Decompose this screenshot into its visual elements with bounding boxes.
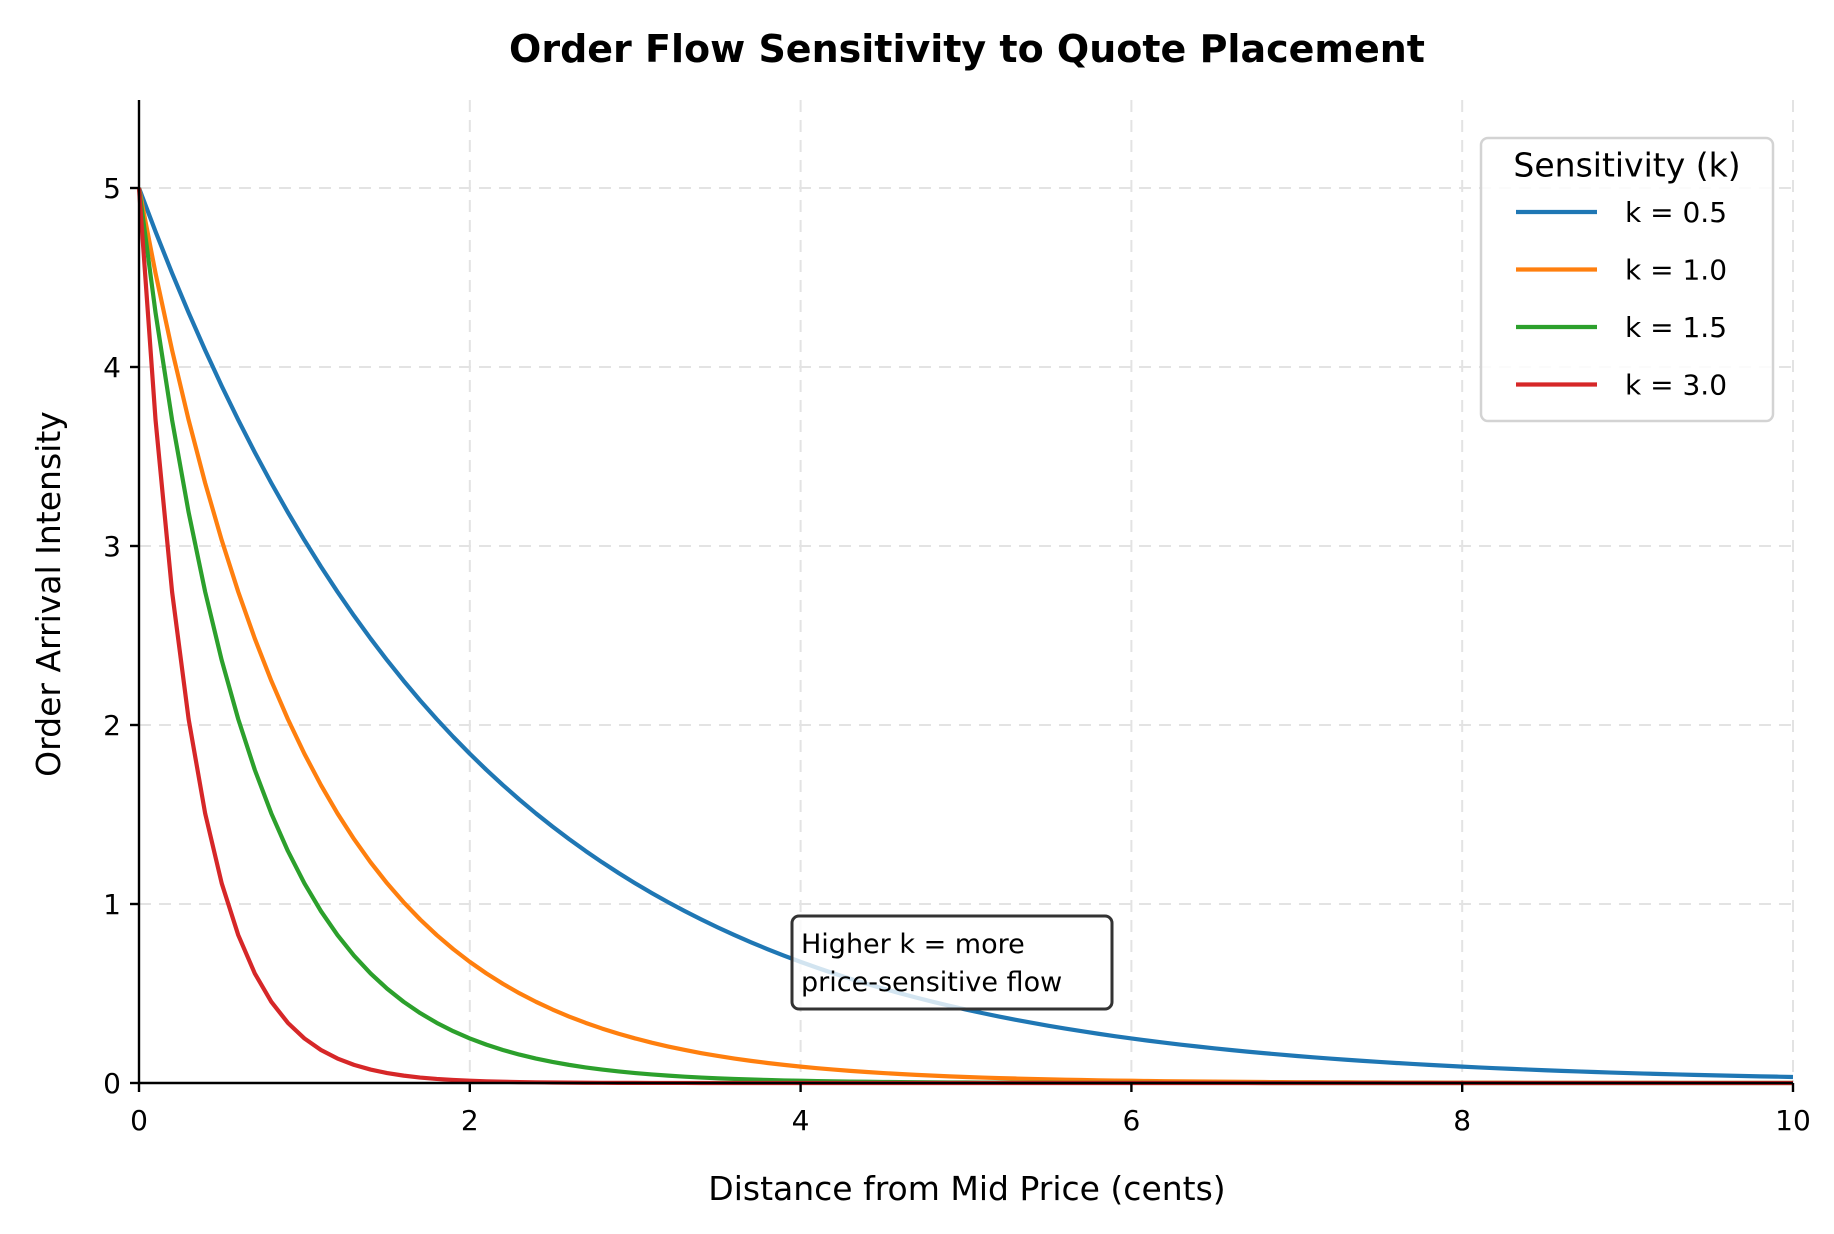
x-axis-ticks: 0 2 4 6 8 10 bbox=[130, 1083, 1811, 1137]
legend-label: k = 1.5 bbox=[1625, 311, 1727, 344]
x-tick-label: 4 bbox=[792, 1104, 810, 1137]
grid-lines bbox=[139, 100, 1794, 1083]
legend: Sensitivity (k) k = 0.5k = 1.0k = 1.5k =… bbox=[1479, 136, 1775, 423]
legend-frame bbox=[1479, 136, 1775, 423]
y-tick-label: 0 bbox=[103, 1067, 121, 1100]
annotation-frame bbox=[790, 914, 1114, 1011]
x-axis-label: Distance from Mid Price (cents) bbox=[708, 1169, 1225, 1208]
x-tick-label: 10 bbox=[1775, 1104, 1811, 1137]
annotation-line-2: price-sensitive flow bbox=[801, 967, 1062, 998]
chart-title: Order Flow Sensitivity to Quote Placemen… bbox=[509, 27, 1425, 71]
x-tick-label: 8 bbox=[1453, 1104, 1471, 1137]
y-tick-label: 1 bbox=[103, 888, 121, 921]
legend-title: Sensitivity (k) bbox=[1513, 146, 1740, 185]
y-tick-label: 2 bbox=[103, 709, 121, 742]
y-axis-label: Order Arrival Intensity bbox=[29, 411, 68, 777]
y-tick-label: 5 bbox=[103, 172, 121, 205]
annotation-line-1: Higher k = more bbox=[801, 929, 1025, 960]
y-tick-label: 3 bbox=[103, 530, 121, 563]
y-axis-ticks: 0 1 2 3 4 5 bbox=[103, 172, 139, 1100]
x-tick-label: 2 bbox=[461, 1104, 479, 1137]
annotation-box: Higher k = more price-sensitive flow bbox=[790, 914, 1114, 1011]
legend-label: k = 1.0 bbox=[1625, 254, 1727, 287]
legend-label: k = 3.0 bbox=[1625, 369, 1727, 402]
legend-label: k = 0.5 bbox=[1625, 196, 1727, 229]
x-tick-label: 0 bbox=[130, 1104, 148, 1137]
y-tick-label: 4 bbox=[103, 351, 121, 384]
legend-items: k = 0.5 k = 1.0 k = 1.5 k = 3.0 bbox=[1516, 196, 1727, 402]
x-tick-label: 6 bbox=[1122, 1104, 1140, 1137]
